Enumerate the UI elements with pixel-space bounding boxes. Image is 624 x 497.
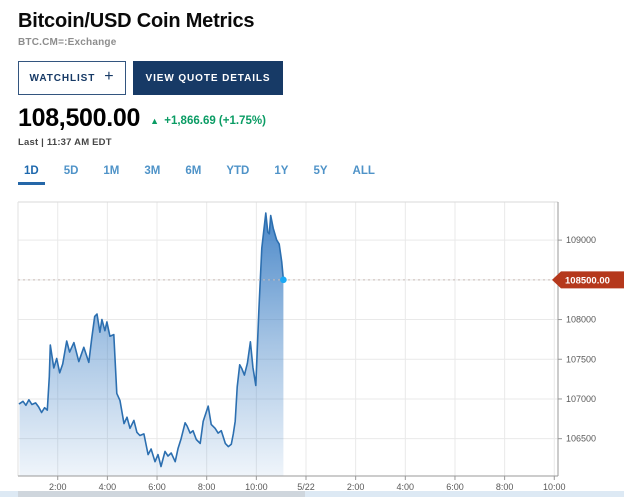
quote-header: Bitcoin/USD Coin Metrics BTC.CM=:Exchang… [18,10,606,185]
x-axis-labels: 2:00 4:00 6:00 8:00 10:00 5/22 2:00 4:00 6:00 8:0… [49,476,566,492]
tab-all[interactable]: ALL [352,165,375,177]
tab-6m[interactable]: 6M [185,165,202,177]
svg-text:8:00: 8:00 [198,482,216,491]
watchlist-button-label: WATCHLIST [29,72,96,84]
tab-1m[interactable]: 1M [103,165,120,177]
svg-text:107000: 107000 [566,394,596,404]
svg-text:108000: 108000 [566,315,596,325]
svg-text:6:00: 6:00 [148,482,166,491]
tab-3m[interactable]: 3M [144,165,161,177]
price-chart[interactable]: 109000 108000 107500 107000 106500 2:00 4:00 6:… [0,187,624,492]
svg-text:2:00: 2:00 [347,482,365,491]
tab-1y[interactable]: 1Y [274,165,289,177]
svg-text:10:00: 10:00 [245,482,268,491]
watchlist-button[interactable]: WATCHLIST + [18,61,126,95]
plus-icon: + [104,68,115,85]
svg-text:8:00: 8:00 [496,482,514,491]
action-buttons: WATCHLIST + VIEW QUOTE DETAILS [18,61,606,95]
page-title: Bitcoin/USD Coin Metrics [18,10,255,32]
svg-text:5/22: 5/22 [297,482,315,491]
svg-text:4:00: 4:00 [397,482,415,491]
svg-text:10:00: 10:00 [543,482,566,491]
last-price: 108,500.00 [18,104,141,132]
last-updated: Last | 11:37 AM EDT [18,137,112,148]
tab-5y[interactable]: 5Y [313,165,328,177]
svg-text:109000: 109000 [566,235,596,245]
view-quote-details-label: VIEW QUOTE DETAILS [145,72,271,84]
ticker-symbol: BTC.CM=:Exchange [18,37,117,48]
chart-scrollbar[interactable] [0,491,624,497]
y-axis-labels: 109000 108000 107500 107000 106500 [558,235,596,444]
svg-text:2:00: 2:00 [49,482,67,491]
up-arrow-icon: ▲ [150,115,160,126]
price-line-series [18,212,285,476]
tab-ytd[interactable]: YTD [226,165,250,177]
price-change-text: +1,866.69 (+1.75%) [164,114,266,127]
tab-5d[interactable]: 5D [63,165,79,177]
svg-text:107500: 107500 [566,354,596,364]
svg-text:4:00: 4:00 [99,482,117,491]
price-change: ▲ +1,866.69 (+1.75%) [150,115,266,127]
view-quote-details-button[interactable]: VIEW QUOTE DETAILS [133,61,283,95]
price-row: 108,500.00 ▲ +1,866.69 (+1.75%) [18,104,606,133]
svg-text:106500: 106500 [566,434,596,444]
last-point-marker [280,276,287,284]
range-tabs: 1D 5D 1M 3M 6M YTD 1Y 5Y ALL [18,161,606,185]
svg-text:108500.00: 108500.00 [565,275,610,286]
svg-text:6:00: 6:00 [446,482,464,491]
current-price-badge: 108500.00 [552,271,624,289]
chart-scrollbar-thumb[interactable] [18,491,305,497]
tab-1d[interactable]: 1D [18,161,45,185]
chart-container: 109000 108000 107500 107000 106500 2:00 4:00 6:… [0,187,624,492]
